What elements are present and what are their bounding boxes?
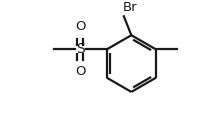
Text: S: S <box>76 42 85 56</box>
Text: O: O <box>75 20 85 33</box>
Text: Br: Br <box>123 1 137 14</box>
Text: O: O <box>75 66 85 78</box>
